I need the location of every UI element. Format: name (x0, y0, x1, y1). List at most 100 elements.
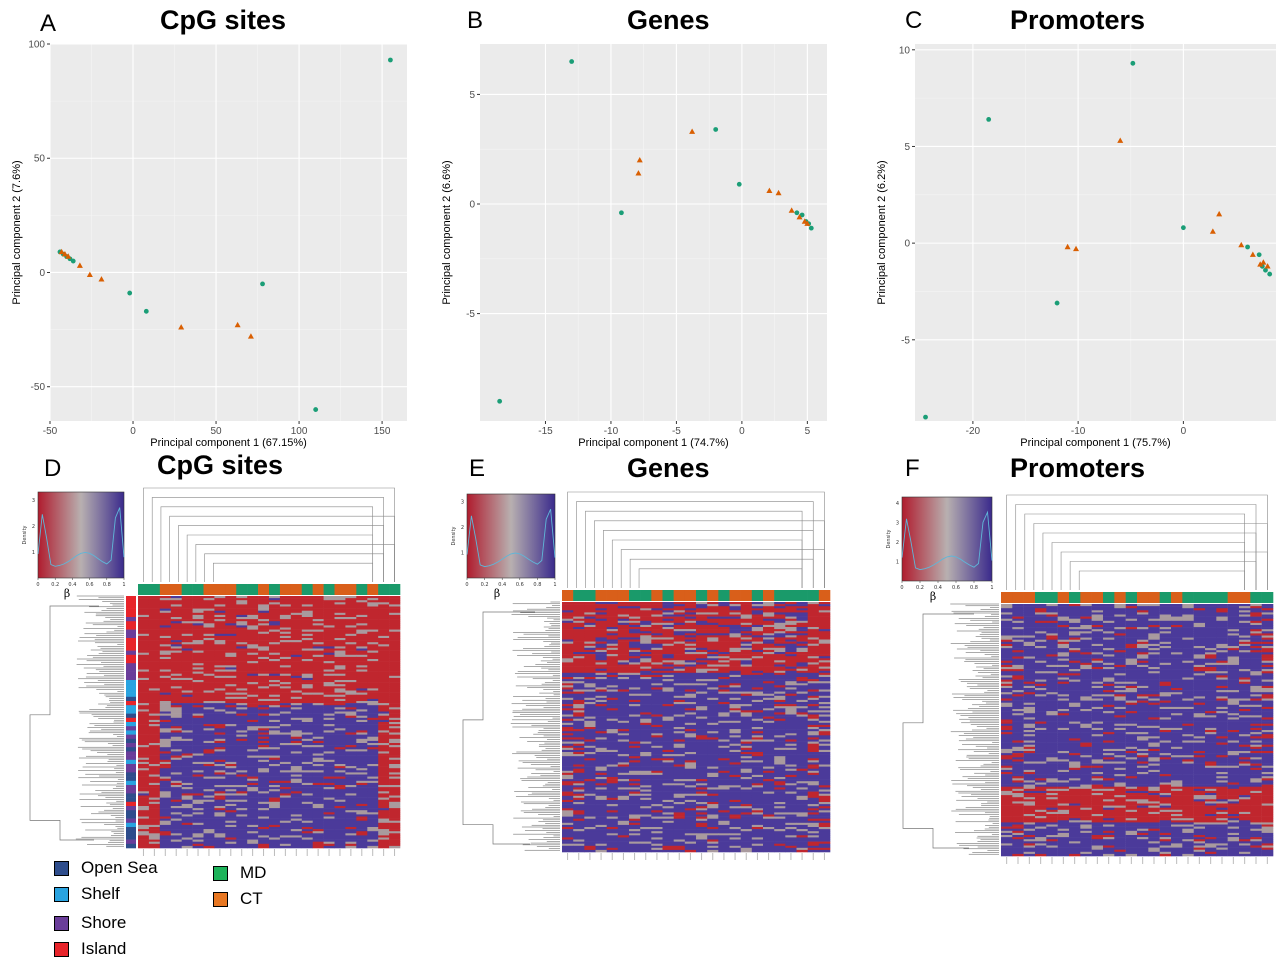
heatmap-cell (640, 700, 652, 702)
heatmap-cell (718, 654, 730, 656)
heatmap-cell (214, 684, 225, 686)
heatmap-cell (741, 723, 753, 725)
heatmap-cell (138, 751, 149, 753)
heatmap-cell (367, 621, 378, 623)
heatmap-cell (236, 686, 247, 688)
heatmap-cell (204, 646, 215, 648)
heatmap-cell (236, 739, 247, 741)
heatmap-cell (696, 656, 708, 658)
heatmap-cell (335, 619, 346, 621)
heatmap-cell (214, 678, 225, 680)
heatmap-cell (225, 630, 236, 632)
heatmap-cell (225, 817, 236, 819)
heatmap-cell (607, 690, 619, 692)
heatmap-cell (785, 679, 797, 681)
heatmap-cell (214, 663, 225, 665)
heatmap-cell (291, 726, 302, 728)
heatmap-cell (774, 687, 786, 689)
heatmap-cell (607, 712, 619, 714)
heatmap-cell (718, 612, 730, 614)
heatmap-cell (258, 644, 269, 646)
heatmap-cell (291, 762, 302, 764)
heatmap-cell (247, 846, 258, 848)
heatmap-cell (819, 679, 831, 681)
heatmap-cell (774, 650, 786, 652)
heatmap-cell (562, 665, 574, 667)
heatmap-cell (663, 685, 675, 687)
heatmap-cell (269, 751, 280, 753)
heatmap-cell (774, 656, 786, 658)
heatmap-cell (193, 756, 204, 758)
heatmap-cell (291, 800, 302, 802)
heatmap-cell (819, 652, 831, 654)
heatmap-cell (225, 802, 236, 804)
heatmap-cell (204, 684, 215, 686)
heatmap-cell (785, 694, 797, 696)
heatmap-cell (236, 709, 247, 711)
heatmap-cell (584, 742, 596, 744)
heatmap-cell (573, 654, 585, 656)
heatmap-cell (629, 615, 641, 617)
heatmap-cell (236, 665, 247, 667)
heatmap-cell (335, 756, 346, 758)
heatmap-cell (193, 615, 204, 617)
heatmap-cell (378, 789, 389, 791)
heatmap-cell (562, 735, 574, 737)
heatmap-cell (302, 686, 313, 688)
heatmap-cell (808, 725, 820, 727)
heatmap-cell (280, 640, 291, 642)
heatmap-cell (171, 638, 182, 640)
heatmap-cell (269, 619, 280, 621)
heatmap-cell (160, 619, 171, 621)
heatmap-cell (345, 695, 356, 697)
heatmap-cell (269, 804, 280, 806)
heatmap-cell (378, 602, 389, 604)
heatmap-cell (345, 707, 356, 709)
heatmap-cell (324, 743, 335, 745)
heatmap-cell (389, 716, 400, 718)
heatmap-cell (797, 681, 809, 683)
heatmap-cell (225, 646, 236, 648)
heatmap-cell (335, 737, 346, 739)
heatmap-cell (160, 617, 171, 619)
heatmap-cell (324, 814, 335, 816)
heatmap-cell (774, 635, 786, 637)
heatmap-cell (808, 685, 820, 687)
heatmap-cell (367, 674, 378, 676)
heatmap-cell (160, 642, 171, 644)
heatmap-cell (389, 840, 400, 842)
heatmap-cell (335, 827, 346, 829)
heatmap-cell (730, 675, 742, 677)
heatmap-cell (741, 625, 753, 627)
heatmap-cell (214, 649, 225, 651)
heatmap-cell (138, 707, 149, 709)
heatmap-cell (618, 712, 630, 714)
heatmap-cell (763, 635, 775, 637)
heatmap-cell (629, 602, 641, 604)
heatmap-cell (182, 812, 193, 814)
heatmap-cell (236, 646, 247, 648)
heatmap-cell (324, 674, 335, 676)
heatmap-cell (356, 781, 367, 783)
heatmap-cell (204, 735, 215, 737)
heatmap-cell (258, 825, 269, 827)
heatmap-cell (618, 735, 630, 737)
heatmap-cell (324, 625, 335, 627)
heatmap-cell (629, 623, 641, 625)
heatmap-cell (324, 670, 335, 672)
heatmap-cell (763, 729, 775, 731)
region-sidebar-cell (126, 659, 136, 664)
heatmap-cell (225, 770, 236, 772)
heatmap-cell (214, 775, 225, 777)
heatmap-cell (138, 779, 149, 781)
heatmap-cell (345, 762, 356, 764)
heatmap-cell (247, 596, 258, 598)
heatmap-cell (138, 758, 149, 760)
heatmap-cell (356, 701, 367, 703)
heatmap-cell (389, 600, 400, 602)
heatmap-cell (752, 606, 764, 608)
heatmap-cell (302, 653, 313, 655)
heatmap-cell (171, 730, 182, 732)
heatmap-cell (596, 731, 608, 733)
heatmap-cell (596, 740, 608, 742)
